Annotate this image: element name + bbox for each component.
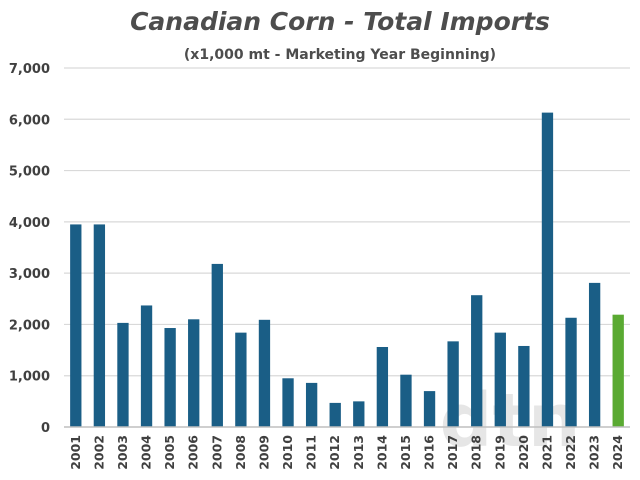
bar-2012 (329, 402, 341, 427)
x-tick-label: 2004 (139, 435, 154, 470)
x-tick-label: 2005 (162, 435, 177, 470)
y-tick-label: 7,000 (9, 62, 50, 77)
bar-2003 (117, 322, 129, 427)
y-tick-label: 5,000 (9, 165, 50, 180)
x-tick-label: 2024 (610, 435, 625, 470)
x-tick-label: 2015 (398, 435, 413, 470)
x-tick-label: 2020 (516, 435, 531, 470)
y-tick-label: 1,000 (9, 370, 50, 385)
x-tick-label: 2016 (422, 435, 437, 470)
bar-2004 (140, 305, 153, 427)
x-tick-label: 2010 (280, 435, 295, 470)
x-tick-label: 2006 (186, 435, 201, 470)
x-tick-label: 2003 (115, 435, 130, 470)
chart-subtitle: (x1,000 mt - Marketing Year Beginning) (184, 47, 496, 63)
x-tick-label: 2007 (209, 435, 224, 470)
bar-2020 (518, 345, 530, 427)
y-tick-label: 6,000 (9, 113, 50, 128)
watermark-logo: dtn (439, 378, 580, 464)
bar-2024 (612, 314, 624, 427)
bar-2011 (305, 382, 318, 427)
x-tick-label: 2009 (256, 435, 271, 470)
bar-2022 (565, 317, 577, 427)
bar-2013 (353, 401, 365, 427)
chart-title: Canadian Corn - Total Imports (130, 7, 550, 36)
y-tick-label: 0 (41, 421, 50, 436)
x-tick-label: 2013 (351, 435, 366, 470)
x-tick-label: 2019 (492, 435, 507, 470)
y-tick-label: 3,000 (9, 267, 50, 282)
bar-2010 (282, 378, 294, 427)
bar-2005 (164, 328, 176, 427)
bar-2001 (70, 224, 82, 427)
bar-2019 (494, 332, 506, 427)
x-tick-label: 2023 (587, 435, 602, 470)
x-tick-label: 2001 (68, 435, 83, 470)
bar-2007 (211, 263, 223, 427)
x-tick-label: 2018 (469, 435, 484, 470)
x-tick-label: 2002 (91, 435, 106, 470)
bar-2015 (400, 374, 412, 427)
y-tick-label: 4,000 (9, 216, 50, 231)
x-tick-label: 2021 (539, 435, 554, 470)
bar-2006 (188, 319, 200, 427)
bar-2016 (423, 391, 436, 427)
bar-2017 (447, 341, 459, 427)
x-tick-label: 2017 (445, 435, 460, 470)
x-tick-label: 2014 (374, 435, 389, 470)
bar-2023 (588, 282, 601, 427)
y-axis-ticks: 0 1,000 2,000 3,000 4,000 5,000 6,000 7,000 (9, 62, 50, 436)
x-axis-ticks: 2001 2002 2003 2004 2005 2006 2007 2008 2009 2010… (68, 435, 625, 470)
x-tick-label: 2022 (563, 435, 578, 470)
bar-2021 (541, 112, 554, 428)
gridlines (64, 67, 630, 377)
bars (70, 112, 624, 428)
bar-2014 (376, 346, 389, 427)
bar-2018 (471, 295, 483, 427)
bar-2002 (93, 224, 106, 427)
bar-2009 (258, 319, 271, 427)
y-tick-label: 2,000 (9, 318, 50, 333)
x-tick-label: 2011 (304, 435, 319, 470)
x-tick-label: 2012 (327, 435, 342, 470)
bar-2008 (235, 332, 247, 427)
x-tick-label: 2008 (233, 435, 248, 470)
